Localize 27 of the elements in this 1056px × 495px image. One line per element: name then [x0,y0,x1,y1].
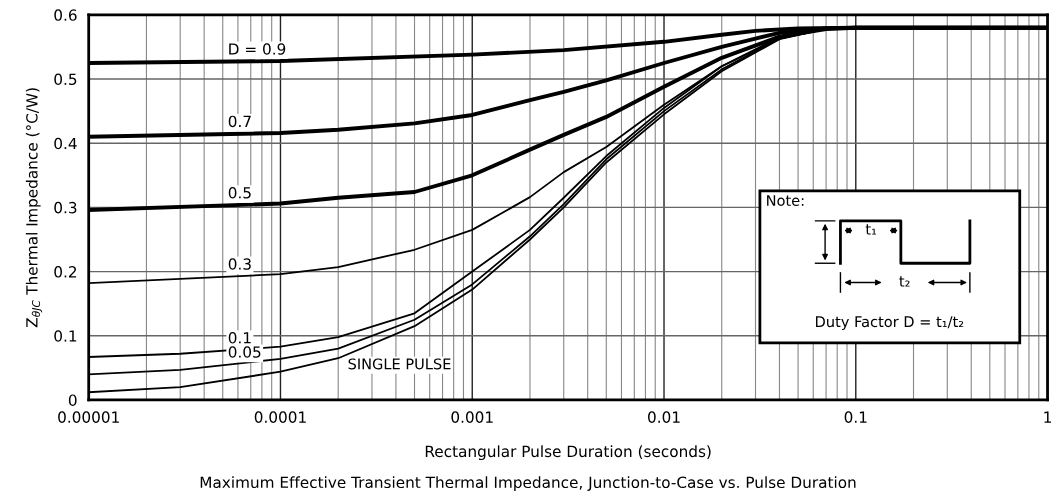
y-tick-label: 0.1 [54,330,77,342]
series-label: D = 0.9 [229,43,286,55]
y-tick-label: 0 [68,394,77,406]
x-tick-label: 0.00001 [58,411,119,423]
x-axis-title: Rectangular Pulse Duration (seconds) [425,445,711,461]
text: Maximum Effective Transient Thermal Impedance, Junction-to-Case vs. Pulse Duration [200,476,856,492]
x-tick-label: 0.001 [451,411,493,423]
series-label: SINGLE PULSE [348,358,451,370]
series-label: 0.7 [228,115,251,128]
annotation: t₂ [899,276,910,287]
y-tick-label: 0.5 [54,73,77,86]
series-label: 0.1 [228,332,251,344]
y-axis-title: Z$_{θJC}$ Thermal Impedance (°C/W) [25,88,43,328]
annotation: Duty Factor D = t₁/t₂ [816,316,964,330]
annotation: Note: [767,195,804,206]
y-tick-label: 0.6 [54,9,77,21]
annotation: t₁ [865,224,877,235]
x-tick-label: 0.0001 [254,411,306,423]
y-tick-label: 0.3 [54,201,77,214]
series-label: 0.5 [228,186,251,199]
y-tick-label: 0.4 [54,137,77,150]
x-tick-label: 0.01 [648,411,680,423]
series-label: 0.3 [228,258,251,270]
x-tick-label: 0.1 [844,411,867,423]
series-label: 0.05 [228,346,261,358]
y-tick-label: 0.2 [54,266,77,278]
x-tick-label: 1 [1044,411,1051,423]
